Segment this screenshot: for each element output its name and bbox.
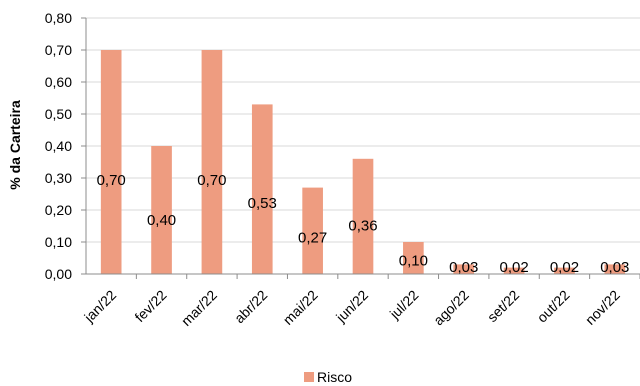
data-label: 0,02 — [550, 259, 579, 276]
x-tick-label: jul/22 — [386, 287, 422, 323]
x-tick-label: mar/22 — [178, 287, 220, 329]
x-tick-label: nov/22 — [582, 287, 623, 328]
x-tick-label: mai/22 — [280, 287, 321, 328]
data-label: 0,10 — [399, 253, 428, 270]
data-label: 0,36 — [348, 218, 377, 235]
bar — [403, 242, 424, 274]
y-axis-title: % da Carteira — [7, 100, 23, 190]
legend-swatch — [304, 372, 314, 382]
y-tick-label: 0,50 — [45, 106, 72, 122]
y-tick-label: 0,70 — [45, 42, 72, 58]
y-tick-label: 0,10 — [45, 234, 72, 250]
data-label: 0,40 — [147, 212, 176, 229]
x-tick-label: abr/22 — [231, 287, 271, 327]
bars — [100, 50, 626, 275]
legend-label: Risco — [317, 369, 353, 385]
y-tick-label: 0,60 — [45, 74, 72, 90]
x-tick-label: out/22 — [534, 287, 573, 326]
y-axis: 0,00 0,10 0,20 0,30 0,40 0,50 0,60 0,70 0,80 — [45, 10, 87, 282]
y-tick-label: 0,80 — [45, 10, 72, 26]
y-tick-label: 0,30 — [45, 170, 72, 186]
data-label: 0,03 — [449, 259, 478, 276]
data-label: 0,70 — [97, 172, 126, 189]
bar — [554, 267, 575, 274]
y-tick-label: 0,00 — [45, 266, 72, 282]
bar — [453, 264, 475, 274]
x-tick-label: ago/22 — [430, 287, 472, 329]
data-label: 0,70 — [197, 172, 226, 189]
x-tick-label: jun/22 — [332, 287, 371, 326]
bar — [100, 50, 122, 274]
bar — [604, 264, 626, 274]
bar — [503, 267, 525, 274]
legend: Risco — [304, 369, 352, 385]
data-label: 0,02 — [499, 259, 528, 276]
x-tick-label: jan/22 — [80, 287, 119, 326]
x-tick-label: set/22 — [484, 287, 522, 325]
bar — [352, 158, 374, 274]
y-tick-label: 0,20 — [45, 202, 72, 218]
x-axis: jan/22 fev/22 mar/22 abr/22 mai/22 jun/22 jul/… — [80, 273, 640, 329]
data-label: 0,53 — [248, 195, 277, 212]
data-labels: 0,70 0,40 0,70 0,53 0,27 0,36 0,10 0,03 0,02 0,02… — [97, 172, 630, 276]
x-tick-label: fev/22 — [131, 287, 169, 325]
bar — [251, 104, 273, 275]
data-label: 0,03 — [600, 259, 629, 276]
data-label: 0,27 — [298, 230, 327, 247]
y-tick-label: 0,40 — [45, 138, 72, 154]
bar — [302, 187, 323, 274]
bar — [151, 146, 172, 274]
bar — [201, 50, 223, 274]
